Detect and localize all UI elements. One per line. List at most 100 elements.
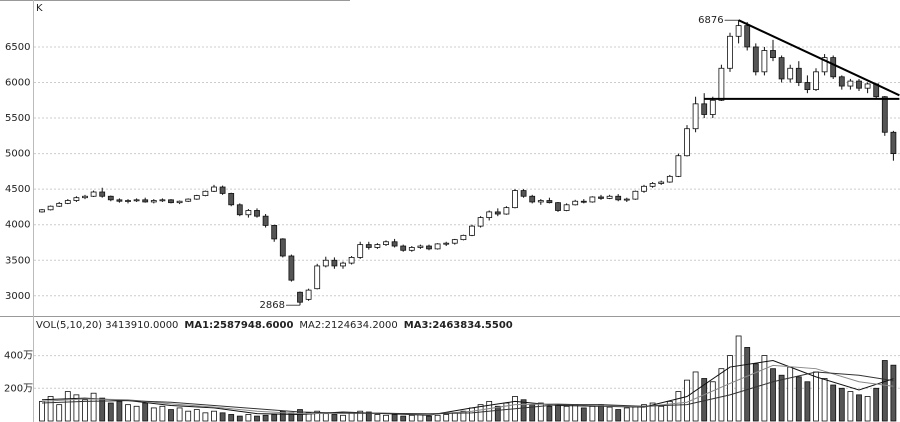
volume-bar: [176, 407, 183, 422]
volume-bar: [56, 404, 63, 422]
candle-body: [460, 234, 467, 241]
volume-bar: [572, 404, 579, 422]
candle-body: [555, 202, 561, 211]
candle-body: [701, 103, 708, 115]
volume-bar: [391, 414, 398, 422]
candle-body: [434, 243, 441, 250]
volume-bar: [821, 378, 828, 422]
extreme-label: 6876: [698, 15, 723, 26]
legend-entry: MA1:2587948.6000: [184, 320, 293, 331]
candle-body: [787, 67, 794, 80]
candle-body: [39, 209, 45, 213]
candle-body: [486, 211, 493, 218]
volume-bar: [107, 402, 114, 422]
candle-body: [211, 186, 217, 192]
candle-body: [150, 200, 157, 203]
volume-bar: [684, 379, 690, 422]
candle-body: [383, 241, 389, 246]
volume-bar: [778, 374, 785, 422]
candle-body: [82, 195, 88, 199]
candle-body: [546, 200, 553, 204]
candle-body: [503, 207, 510, 215]
candle-body: [735, 25, 742, 37]
y-tick-label: 5500: [5, 113, 30, 124]
candle-body: [881, 96, 888, 133]
volume-bar: [666, 400, 673, 422]
volume-bar: [383, 414, 389, 422]
volume-bar: [606, 406, 613, 422]
volume-bar: [357, 410, 364, 422]
candle-body: [365, 244, 372, 248]
volume-bar: [99, 397, 106, 422]
panel-label: K: [36, 3, 43, 14]
volume-bar: [322, 413, 329, 422]
volume-bar: [632, 405, 639, 422]
candle-body: [821, 57, 828, 73]
volume-bar: [262, 414, 269, 422]
candle-body: [400, 245, 407, 251]
volume-bar: [365, 411, 372, 422]
volume-bar: [73, 394, 80, 422]
volume-bar: [589, 405, 596, 422]
volume-bar: [271, 414, 278, 422]
volume-bar: [649, 402, 656, 422]
volume-bar: [211, 410, 217, 422]
y-tick-label: 3500: [5, 255, 30, 266]
candle-body: [340, 262, 346, 267]
volume-bar: [881, 360, 888, 422]
candle-body: [606, 195, 613, 199]
volume-header: VOL(5,10,20) 3413910.0000: [36, 320, 178, 331]
candle-body: [847, 80, 854, 87]
volume-bar: [228, 414, 235, 422]
volume-bar: [580, 407, 587, 422]
candle-body: [185, 198, 192, 202]
candle-body: [297, 291, 303, 303]
candle-body: [168, 199, 174, 204]
candle-body: [641, 185, 647, 192]
volume-bar: [864, 396, 871, 422]
candle-body: [838, 76, 845, 87]
candle-body: [477, 217, 484, 227]
candle-body: [125, 200, 131, 202]
volume-bar: [830, 384, 837, 422]
candle-body: [64, 200, 71, 204]
volume-bar: [374, 414, 381, 422]
volume-bar: [116, 400, 123, 422]
candle-body: [322, 259, 329, 267]
candle-body: [623, 198, 630, 201]
volume-bar: [150, 407, 157, 422]
candle-body: [159, 199, 166, 202]
candle-body: [133, 199, 140, 202]
volume-bar: [735, 335, 742, 422]
candle-body: [288, 255, 295, 281]
volume-bar: [443, 414, 450, 422]
candle-body: [202, 190, 209, 196]
volume-bar: [856, 394, 862, 422]
volume-bar: [494, 405, 501, 422]
candle-body: [778, 57, 785, 80]
candle-body: [795, 67, 802, 83]
candle-body: [90, 191, 97, 197]
candle-body: [770, 50, 776, 59]
candle-body: [580, 200, 587, 203]
candle-body: [99, 191, 106, 197]
candle-body: [494, 211, 501, 215]
volume-bar: [314, 410, 321, 422]
volume-bar: [563, 405, 570, 422]
candle-body: [632, 190, 639, 200]
volume-bar: [795, 376, 802, 422]
candle-body: [391, 241, 398, 247]
candle-body: [658, 181, 665, 184]
candle-body: [314, 265, 321, 290]
volume-ma-line: [41, 371, 894, 415]
candle-body: [684, 128, 690, 157]
candle-body: [856, 80, 862, 89]
candle-body: [408, 247, 415, 251]
volume-bar: [658, 405, 665, 422]
volume-ma-line: [41, 364, 894, 415]
candle-body: [813, 71, 819, 91]
candle-body: [219, 186, 226, 194]
volume-bar: [890, 364, 897, 422]
volume-bar: [623, 407, 630, 422]
candle-body: [331, 259, 338, 267]
